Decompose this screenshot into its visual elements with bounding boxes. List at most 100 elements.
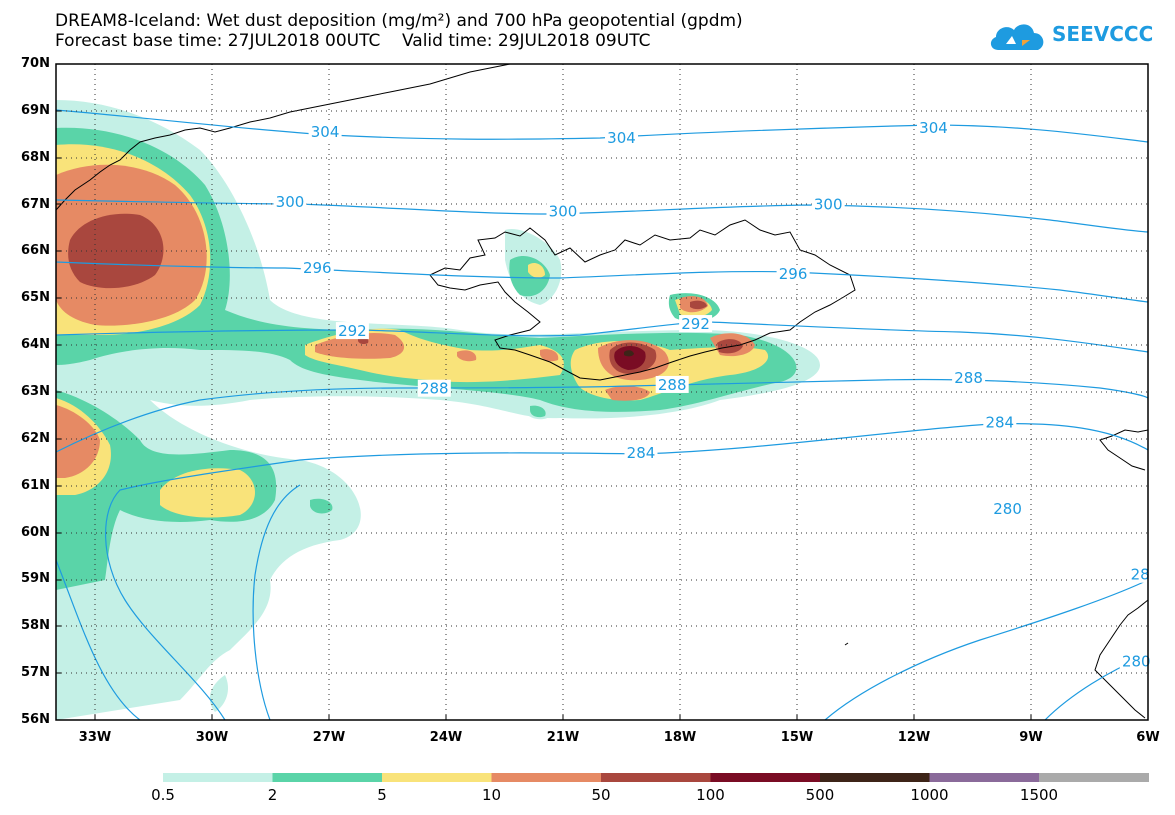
contour-labels: 304 304 304 300 300 300 296 296 292 292 288 288 288 2… <box>273 119 1153 670</box>
lat-label: 56N <box>21 712 50 727</box>
contour-label-bg <box>655 375 689 393</box>
lat-label: 68N <box>21 149 50 165</box>
contour-292 <box>56 321 1148 353</box>
contour-label: 304 <box>919 119 948 137</box>
title-line-1: DREAM8-Iceland: Wet dust deposition (mg/… <box>55 11 743 31</box>
lat-label: 57N <box>21 665 50 681</box>
colorbar-swatch <box>820 773 930 782</box>
contour-label: 28 <box>1131 566 1150 584</box>
cloud-icon <box>990 24 1044 50</box>
colorbar-swatch <box>272 773 383 782</box>
lon-label: 30W <box>195 730 229 745</box>
norway-coastline <box>1099 429 1148 471</box>
lat-label: 65N <box>21 290 50 306</box>
contour-label-bg <box>273 192 307 210</box>
contour-label-bg <box>417 379 451 397</box>
contour-284-b <box>56 559 141 720</box>
greenland-coastline <box>56 64 511 211</box>
colorbar-swatch <box>710 773 821 782</box>
colorbar-swatch <box>491 773 602 782</box>
lon-label: 18W <box>663 730 697 745</box>
lon-label: 33W <box>78 730 112 745</box>
contour-label: 304 <box>607 129 636 147</box>
frame-ticks <box>56 110 1032 720</box>
contour-label-bg <box>917 119 950 137</box>
lon-label: 27W <box>312 730 346 745</box>
contour-label-bg <box>546 202 580 220</box>
graticule <box>56 64 1148 720</box>
contour-label: 284 <box>627 444 656 462</box>
lat-label: 66N <box>21 243 50 259</box>
dust-field <box>56 100 820 720</box>
lon-label: 6W <box>1136 730 1160 745</box>
contour-label: 280 <box>1122 652 1151 670</box>
colorbar-swatch <box>929 773 1040 782</box>
lon-label: 9W <box>1019 730 1043 745</box>
contour-label-bg <box>991 500 1025 518</box>
lat-label: 62N <box>21 430 50 446</box>
lat-label: 69N <box>21 102 50 118</box>
lon-label: 15W <box>780 730 814 745</box>
contour-label-bg <box>300 258 334 276</box>
colorbar-label: 0.5 <box>151 786 175 804</box>
contour-label: 300 <box>549 203 578 221</box>
dust-level-500 <box>624 350 634 357</box>
colorbar-label: 500 <box>805 786 835 804</box>
dust-level-100 <box>614 346 646 370</box>
colorbar-swatch <box>382 773 492 782</box>
contour-284 <box>105 423 1148 720</box>
colorbar-swatch <box>601 773 711 782</box>
colorbar-swatch <box>1039 773 1149 782</box>
colorbar-label: 1500 <box>1019 786 1059 804</box>
contour-288 <box>56 378 1148 453</box>
contour-label: 288 <box>658 376 687 394</box>
contour-label-bg <box>308 122 342 140</box>
lat-label: 63N <box>21 384 50 399</box>
contour-label: 280 <box>993 500 1022 518</box>
colorbar-label: 100 <box>696 786 725 804</box>
contour-label: 284 <box>985 413 1014 431</box>
lon-label: 24W <box>429 730 463 745</box>
contour-280-b <box>824 579 1148 720</box>
colorbar <box>163 773 1149 782</box>
lon-label: 12W <box>897 730 931 745</box>
contour-label: 296 <box>779 265 808 283</box>
geopotential-contours <box>56 109 1148 720</box>
contour-300 <box>56 199 1148 233</box>
contour-label-bg <box>983 413 1017 431</box>
colorbar-label: 5 <box>377 786 387 804</box>
contour-304 <box>56 109 1148 143</box>
contour-label: 300 <box>276 193 305 211</box>
colorbar-label: 1000 <box>910 786 949 804</box>
lat-label: 70N <box>21 56 50 71</box>
contour-label: 292 <box>681 315 710 333</box>
contour-280-a <box>252 484 301 720</box>
contour-label: 288 <box>420 380 449 398</box>
colorbar-label: 10 <box>481 786 502 804</box>
contour-label-bg <box>679 315 713 333</box>
contour-296 <box>56 261 1148 303</box>
contour-label-bg <box>1128 565 1153 583</box>
logo-text: SEEVCCC <box>1052 22 1154 46</box>
contour-label-bg <box>776 264 810 282</box>
scotland-norway-coastline <box>1094 599 1148 719</box>
lon-label: 21W <box>546 730 580 745</box>
lat-label: 61N <box>21 477 50 493</box>
lat-label: 59N <box>21 571 50 587</box>
contour-label-bg <box>335 322 369 340</box>
title-line-2: Forecast base time: 27JUL2018 00UTC Vali… <box>55 31 651 51</box>
lat-label: 58N <box>21 618 50 634</box>
contour-label: 292 <box>338 322 367 340</box>
contour-label: 304 <box>311 123 340 141</box>
contour-label-bg <box>1119 652 1153 670</box>
colorbar-swatch <box>163 773 273 782</box>
lat-label: 64N <box>21 337 50 353</box>
colorbar-label: 50 <box>591 786 611 804</box>
lat-label: 60N <box>21 524 50 540</box>
colorbar-label: 2 <box>267 786 278 804</box>
contour-label-bg <box>624 443 658 461</box>
contour-label: 300 <box>814 196 843 214</box>
contour-label-bg <box>811 195 845 213</box>
lat-label: 67N <box>21 196 50 212</box>
